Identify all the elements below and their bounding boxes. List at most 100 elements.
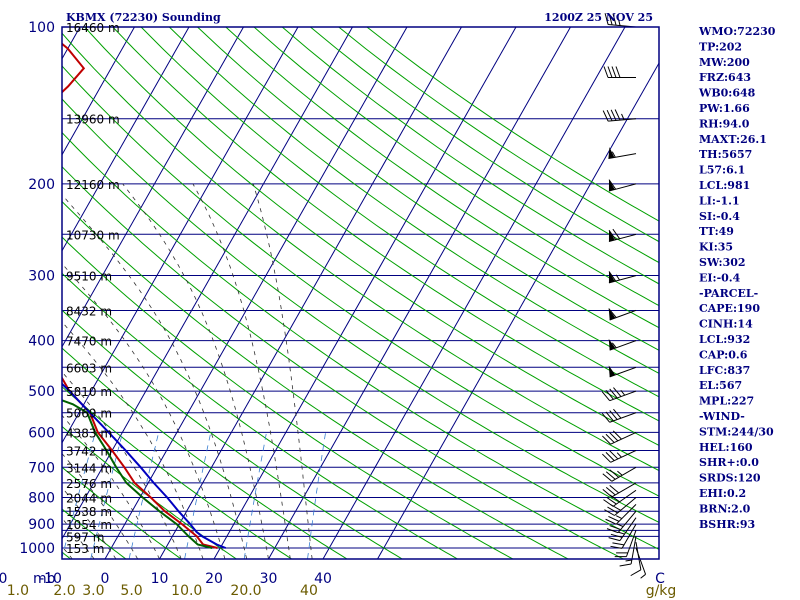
barb-flag <box>611 66 617 78</box>
barb-flag <box>608 515 620 522</box>
dry-adiabat-line <box>168 27 659 374</box>
dry-adiabat-line <box>62 131 659 550</box>
wind-barb <box>608 365 637 378</box>
wind-barb <box>608 228 637 243</box>
dry-adiabat-line <box>62 272 458 559</box>
index-item: SHR+:0.0 <box>699 456 759 469</box>
dry-adiabat-line <box>62 98 659 523</box>
barb-flag <box>616 552 628 554</box>
index-item: TT:49 <box>699 225 734 238</box>
mixing-ratio-line <box>62 432 96 559</box>
barb-flag <box>605 452 615 461</box>
barb-flag <box>603 499 614 507</box>
index-item: MAXT:26.1 <box>699 133 767 146</box>
barb-flag <box>619 563 632 567</box>
mixing-ratio-label: 2.0 <box>53 583 75 599</box>
barb-flag <box>605 486 616 496</box>
barb-staff <box>610 431 637 445</box>
barb-staff <box>614 497 637 516</box>
height-label: 6603 m <box>66 361 112 375</box>
index-item: STM:244/30 <box>699 425 774 438</box>
index-item: MW:200 <box>699 56 750 69</box>
wind-barb <box>608 338 637 351</box>
barb-staff <box>635 542 642 570</box>
index-item: -WIND- <box>699 410 745 423</box>
temperature-tick-label: 10 <box>151 571 169 587</box>
index-item: LI:-1.1 <box>699 194 740 207</box>
wind-barb <box>608 147 637 159</box>
barb-flag <box>608 179 617 190</box>
wind-barb <box>614 530 637 558</box>
dry-adiabat-line <box>140 27 659 398</box>
moist-adiabat-line <box>0 184 29 559</box>
plot-frame <box>61 26 660 560</box>
mixing-ratio-label: 40 <box>300 583 318 599</box>
barb-flag <box>602 473 613 482</box>
index-item: EI:-0.4 <box>699 271 741 284</box>
temperature-tick-label: 0 <box>101 571 110 587</box>
mixing-ratio-label: 3.0 <box>82 583 104 599</box>
barb-staff <box>608 153 637 159</box>
barb-flag <box>606 496 617 505</box>
index-item: LCL:932 <box>699 333 750 346</box>
barb-staff <box>609 390 637 402</box>
barb-half-flag <box>617 523 624 527</box>
barb-staff <box>617 510 637 533</box>
index-item: LCL:981 <box>699 179 750 192</box>
temperature-trace <box>62 42 218 549</box>
dry-adiabat-line <box>62 386 292 559</box>
barb-staff <box>608 275 637 284</box>
mixing-ratio-label: 20.0 <box>230 583 261 599</box>
moist-adiabat-line <box>192 183 291 559</box>
chart-title: KBMX (72230) Sounding <box>66 11 221 24</box>
index-item: LFC:837 <box>699 364 750 377</box>
pressure-tick-label: 600 <box>28 425 55 441</box>
barb-flag <box>609 484 620 494</box>
barb-staff <box>619 517 637 541</box>
barb-flag <box>607 66 613 78</box>
barb-flag <box>608 308 617 318</box>
mixing-ratio-line <box>307 432 326 559</box>
barb-half-flag <box>617 470 623 476</box>
moist-adiabat-line <box>62 194 248 559</box>
dry-adiabat-line <box>0 27 15 559</box>
pressure-tick-label: 200 <box>28 177 55 193</box>
barb-flag <box>608 271 617 282</box>
isotherm-line <box>268 27 571 559</box>
height-label: 7470 m <box>66 335 112 349</box>
dry-adiabat-line <box>62 65 659 497</box>
dry-adiabat-line <box>62 165 624 559</box>
wind-barb <box>608 517 637 542</box>
barb-staff <box>609 309 637 321</box>
barb-staff <box>609 412 637 423</box>
wind-barb <box>606 510 637 534</box>
barb-half-flag <box>618 531 625 535</box>
barb-flag <box>610 545 623 549</box>
index-item: CAP:0.6 <box>699 348 748 361</box>
pressure-tick-label: 400 <box>28 334 55 350</box>
wind-barb <box>608 308 637 321</box>
pressure-tick-label: 300 <box>28 269 55 285</box>
parcel-trace <box>62 382 227 549</box>
wind-barb <box>603 66 636 78</box>
dry-adiabat-line <box>62 425 237 559</box>
height-label: 10730 m <box>66 228 120 242</box>
height-label: 5810 m <box>66 385 112 399</box>
barb-flag <box>604 509 615 516</box>
isotherm-line <box>159 27 462 559</box>
dry-adiabat-line <box>62 551 71 559</box>
mixing-ratio-line <box>0 432 21 559</box>
index-item: BSHR:93 <box>699 518 755 531</box>
barb-staff <box>608 233 637 243</box>
pressure-tick-label: 1000 <box>19 541 55 557</box>
barb-flag <box>608 229 617 241</box>
pressure-tick-label: 800 <box>28 490 55 506</box>
index-item: SI:-0.4 <box>699 210 740 223</box>
isotherm-line <box>62 27 135 156</box>
dry-adiabat-line <box>62 347 348 559</box>
isotherm-line <box>213 27 517 559</box>
moist-adiabat-line <box>252 183 313 559</box>
barb-flag <box>602 488 613 498</box>
index-item: EHI:0.2 <box>699 487 746 500</box>
mixing-ratio-line <box>184 432 212 559</box>
